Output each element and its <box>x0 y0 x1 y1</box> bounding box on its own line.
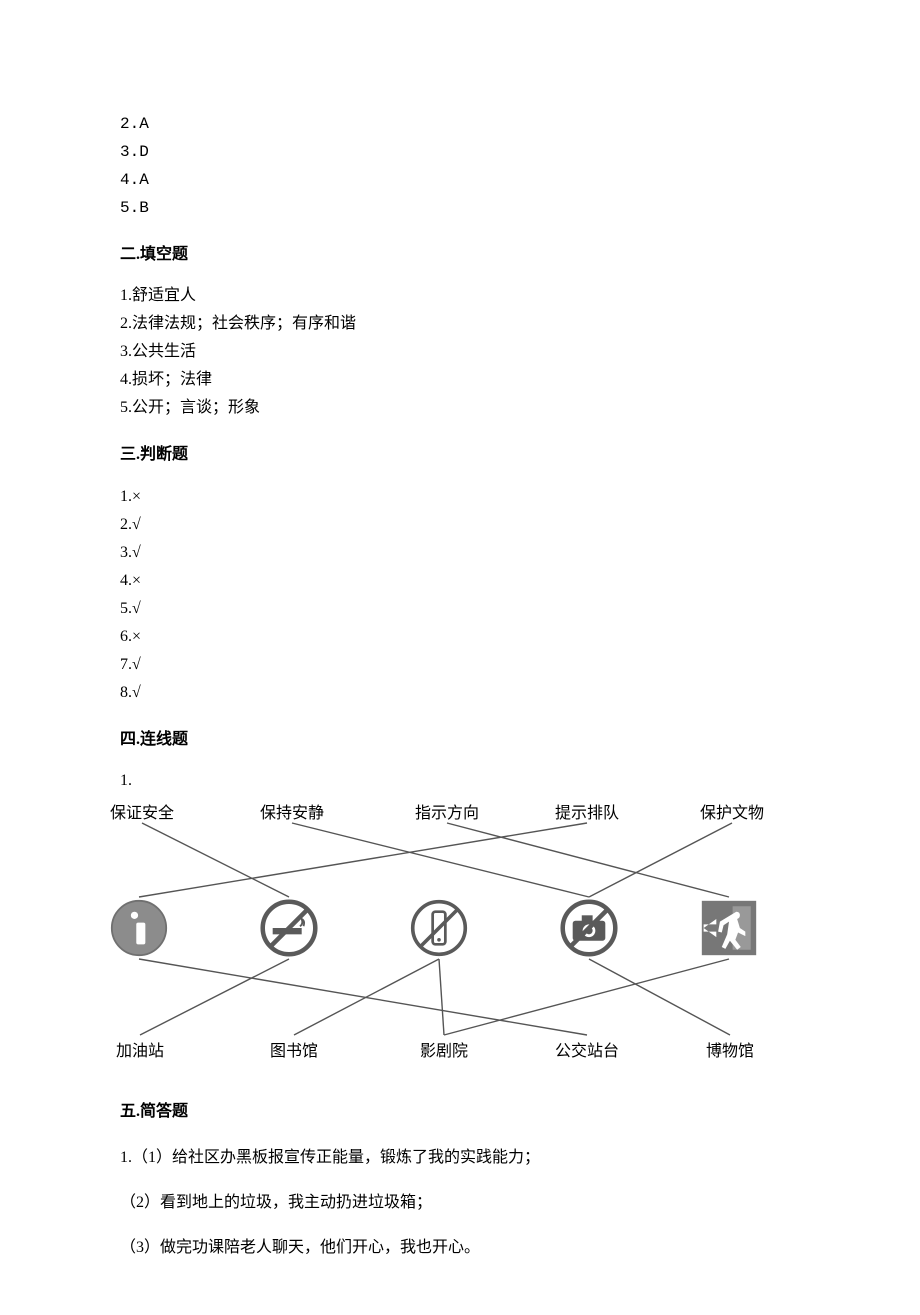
matching-bottom-label: 加油站 <box>116 1037 164 1067</box>
exit-icon <box>700 899 758 957</box>
multiple-choice-answers: 2.A3.D4.A5.B <box>120 110 800 222</box>
judgement-answers: 1.×2.√3.√4.×5.√6.×7.√8.√ <box>120 483 800 707</box>
short-answer-line: （2）看到地上的垃圾，我主动扔进垃圾箱； <box>120 1185 800 1220</box>
mc-answer: 4.A <box>120 166 800 194</box>
short-answer-body: 1.（1）给社区办黑板报宣传正能量，锻炼了我的实践能力； （2）看到地上的垃圾，我… <box>120 1140 800 1266</box>
fill-blank-item: 5.公开；言谈；形象 <box>120 394 800 422</box>
section-2-heading: 二.填空题 <box>120 240 800 270</box>
short-answer-line: 1.（1）给社区办黑板报宣传正能量，锻炼了我的实践能力； <box>120 1140 800 1175</box>
judgement-item: 3.√ <box>120 539 800 567</box>
judgement-item: 1.× <box>120 483 800 511</box>
judgement-item: 4.× <box>120 567 800 595</box>
no-smoking-icon <box>260 899 318 957</box>
matching-bottom-label: 公交站台 <box>555 1037 619 1067</box>
no-camera-icon <box>560 899 618 957</box>
matching-top-label: 保持安静 <box>260 799 324 829</box>
section-3-heading: 三.判断题 <box>120 440 800 470</box>
matching-bottom-label: 博物馆 <box>706 1037 754 1067</box>
section-5-heading: 五.简答题 <box>120 1097 800 1127</box>
fill-blank-item: 1.舒适宜人 <box>120 282 800 310</box>
mc-answer: 2.A <box>120 110 800 138</box>
judgement-item: 2.√ <box>120 511 800 539</box>
no-phone-icon <box>410 899 468 957</box>
matching-top-label: 保护文物 <box>700 799 764 829</box>
judgement-item: 6.× <box>120 623 800 651</box>
judgement-item: 5.√ <box>120 595 800 623</box>
judgement-item: 8.√ <box>120 679 800 707</box>
matching-top-label: 指示方向 <box>415 799 479 829</box>
matching-bottom-label: 影剧院 <box>420 1037 468 1067</box>
fill-blank-item: 2.法律法规；社会秩序；有序和谐 <box>120 310 800 338</box>
matching-lead: 1. <box>120 767 800 795</box>
fill-blank-item: 4.损坏；法律 <box>120 366 800 394</box>
matching-bottom-label: 图书馆 <box>270 1037 318 1067</box>
mc-answer: 3.D <box>120 138 800 166</box>
fill-blank-answers: 1.舒适宜人2.法律法规；社会秩序；有序和谐3.公共生活4.损坏；法律5.公开；… <box>120 282 800 422</box>
mc-answer: 5.B <box>120 194 800 222</box>
matching-top-label: 提示排队 <box>555 799 619 829</box>
info-icon <box>110 899 168 957</box>
short-answer-line: （3）做完功课陪老人聊天，他们开心，我也开心。 <box>120 1230 800 1265</box>
judgement-item: 7.√ <box>120 651 800 679</box>
matching-diagram: 保证安全 保持安静 指示方向 提示排队 保护文物 加油站 图书馆 影剧院 公交站台 博物馆 <box>110 799 790 1079</box>
section-4-heading: 四.连线题 <box>120 725 800 755</box>
fill-blank-item: 3.公共生活 <box>120 338 800 366</box>
matching-top-label: 保证安全 <box>110 799 174 829</box>
